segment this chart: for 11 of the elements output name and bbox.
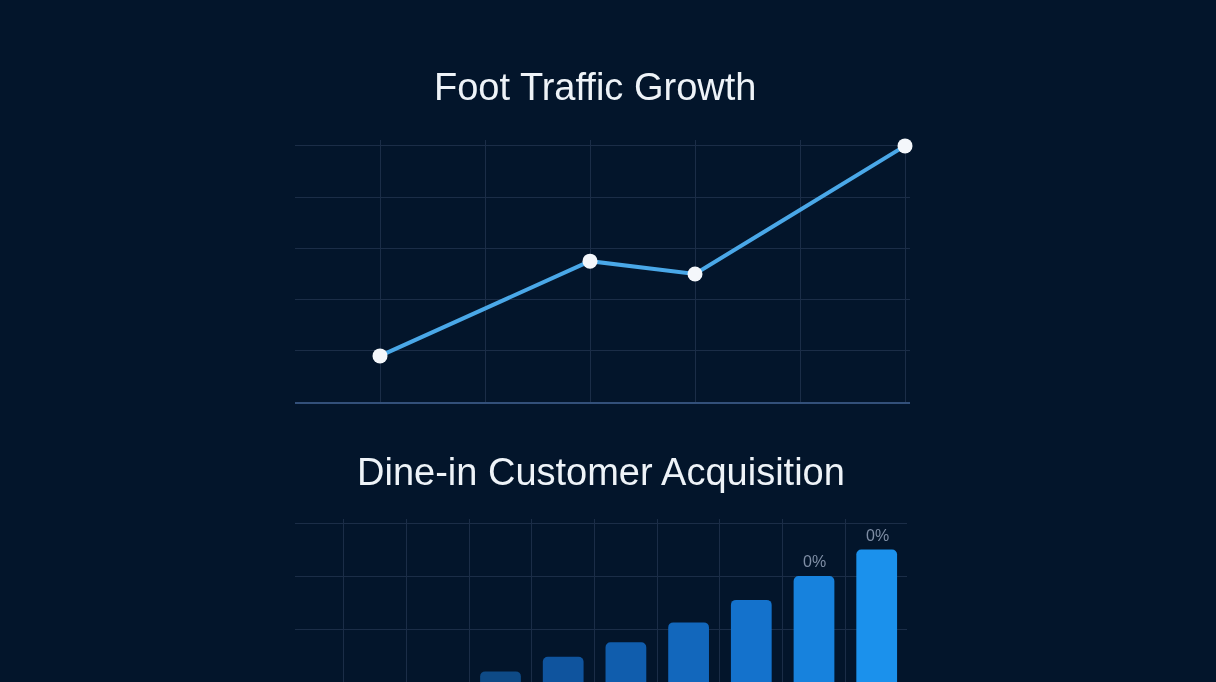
- chart-title: Dine-in Customer Acquisition: [357, 451, 845, 493]
- bar: [793, 576, 835, 682]
- bar: [856, 549, 898, 682]
- bar: [730, 599, 772, 682]
- bar: [480, 671, 521, 682]
- bar: [668, 622, 709, 682]
- annotation: 0%: [803, 553, 827, 570]
- bar: [605, 642, 647, 682]
- text: 0%: [866, 527, 890, 544]
- chart-title: Foot Traffic Growth: [434, 66, 757, 108]
- bar: [542, 656, 584, 682]
